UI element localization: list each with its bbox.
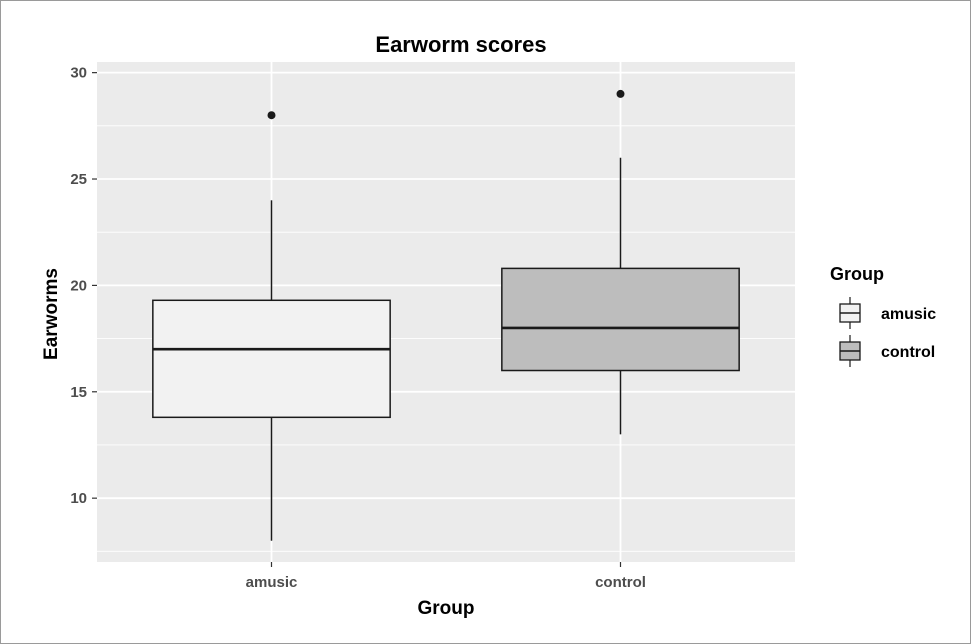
x-axis: amusic control <box>246 562 646 591</box>
outlier-point <box>616 89 625 98</box>
x-tick-label: control <box>595 574 646 591</box>
chart-title: Earworm scores <box>375 32 546 57</box>
outlier-point <box>267 111 276 120</box>
legend-label: control <box>881 344 935 361</box>
box-control <box>501 89 740 435</box>
legend-title: Group <box>830 264 884 284</box>
box-amusic <box>152 111 391 541</box>
y-tick-label: 30 <box>70 65 87 82</box>
y-axis-title: Earworms <box>41 268 62 360</box>
x-tick-label: amusic <box>246 574 298 591</box>
y-tick-label: 20 <box>70 277 87 294</box>
iqr-box <box>152 299 391 419</box>
legend-item-control: control <box>839 335 935 367</box>
legend-label: amusic <box>881 306 936 323</box>
y-tick-label: 10 <box>70 490 87 507</box>
box-series <box>152 89 740 541</box>
iqr-box <box>501 267 740 372</box>
y-tick-label: 25 <box>70 171 87 188</box>
legend-item-amusic: amusic <box>839 297 936 329</box>
y-axis: 10 15 20 25 30 <box>70 65 97 507</box>
legend: Group amusic control <box>830 264 936 367</box>
x-axis-title: Group <box>418 598 475 619</box>
y-tick-label: 15 <box>70 384 87 401</box>
